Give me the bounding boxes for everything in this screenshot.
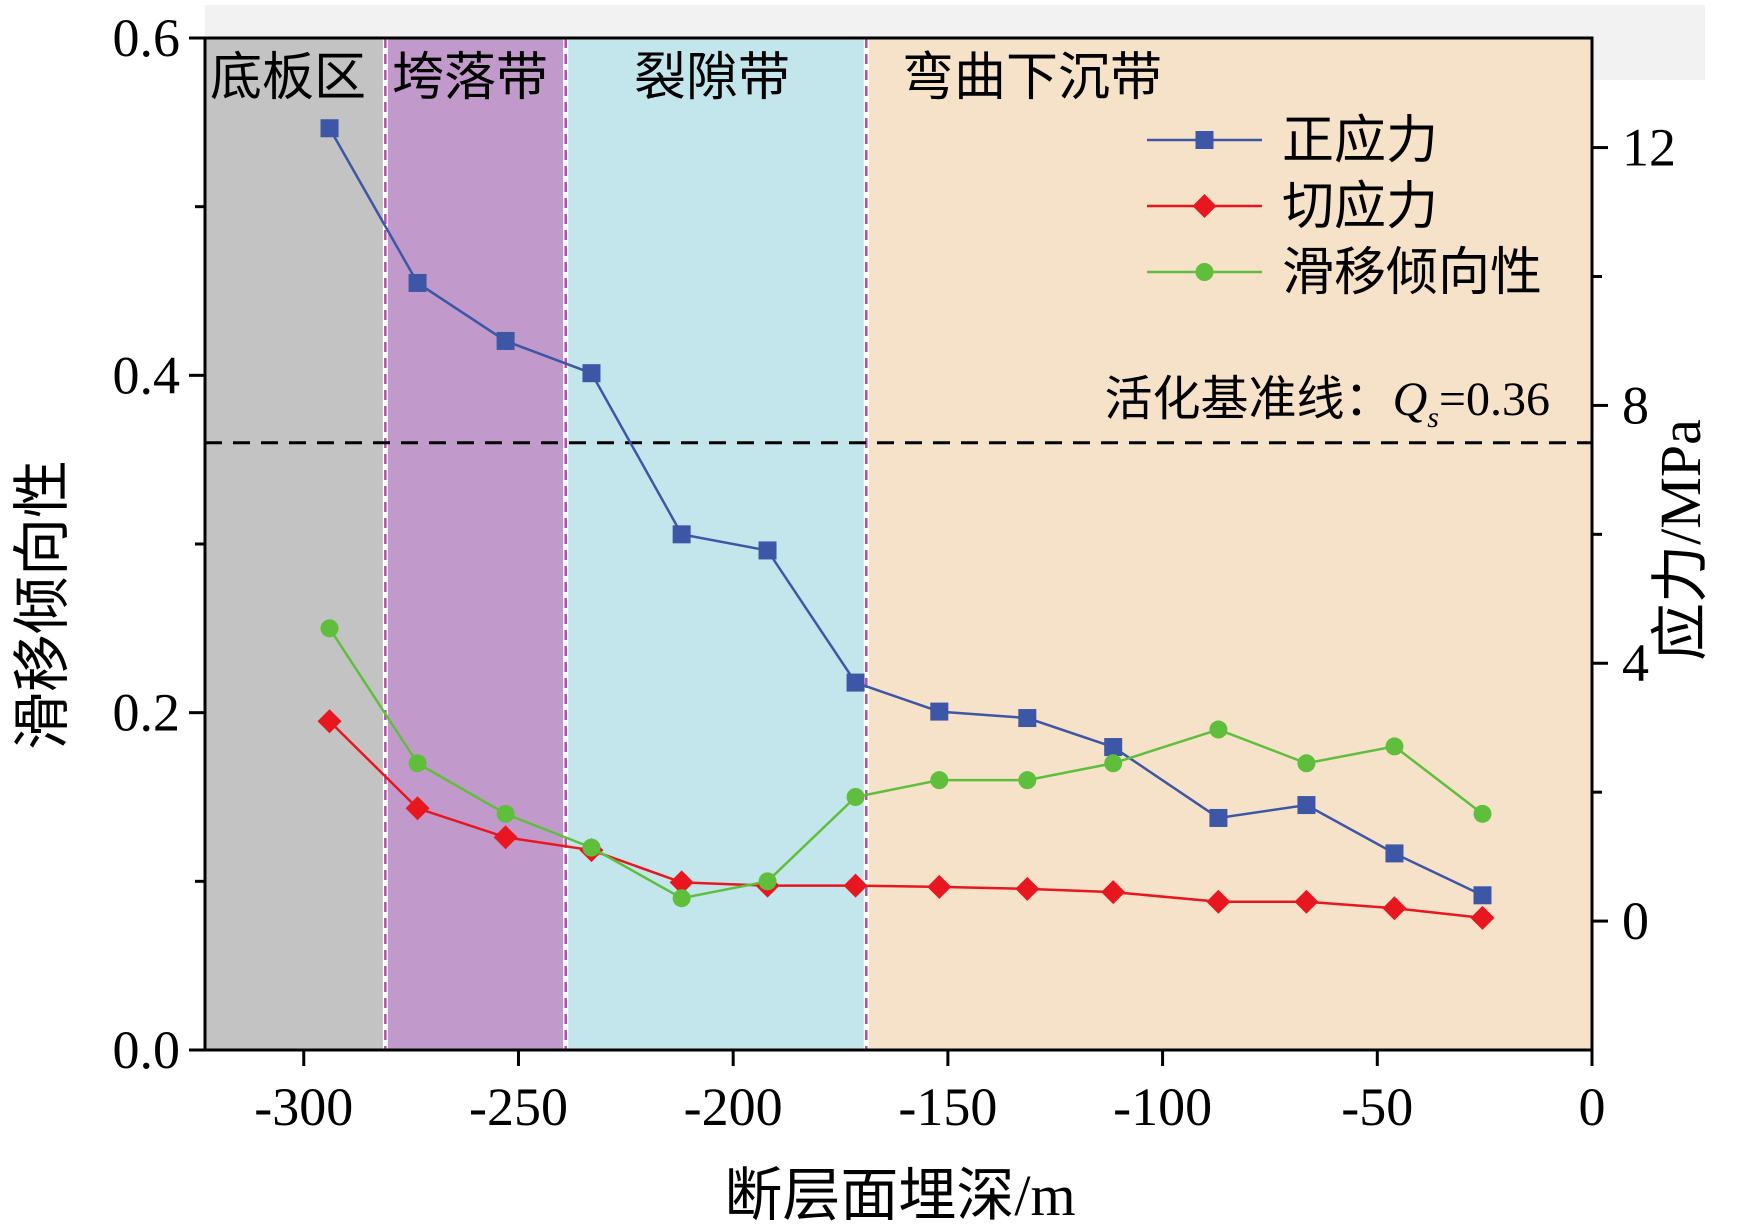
series-2-point-13 bbox=[1382, 896, 1407, 921]
zone-label-1: 底板区 bbox=[210, 50, 366, 107]
series-2-point-5 bbox=[669, 870, 694, 895]
right-tick-label-1: 0 bbox=[1622, 891, 1649, 951]
series-3-point-3 bbox=[496, 804, 515, 823]
series-2-point-8 bbox=[927, 874, 952, 899]
zone-label-2: 垮落带 bbox=[392, 50, 548, 107]
series-2-point-9 bbox=[1015, 876, 1040, 901]
series-3-point-14 bbox=[1473, 804, 1492, 823]
zone-label-3: 裂隙带 bbox=[634, 50, 790, 107]
zone-1 bbox=[205, 38, 386, 1050]
series-1-point-1 bbox=[320, 119, 339, 138]
series-1-point-3 bbox=[496, 331, 515, 350]
right-tick-label-3: 8 bbox=[1622, 375, 1649, 435]
reference-line-subscript: s bbox=[1427, 401, 1439, 434]
left-tick-label-1: 0.0 bbox=[113, 1020, 181, 1080]
right-tick-label-4: 12 bbox=[1622, 118, 1676, 178]
x-tick-label-6: -50 bbox=[1341, 1077, 1413, 1137]
series-3-point-4 bbox=[582, 838, 601, 857]
axes-layer: -300 -250 -200 -150 -100 -50 0 0.0 0.2 0.4 0.6 0 4 8 1… bbox=[113, 8, 1677, 1137]
zone-3 bbox=[565, 38, 867, 1050]
series-2-point-10 bbox=[1101, 880, 1126, 905]
series-2-point-2 bbox=[405, 796, 430, 821]
series-1-point-11 bbox=[1209, 808, 1228, 827]
series-3-point-5 bbox=[672, 889, 691, 908]
series-line-3 bbox=[328, 627, 1484, 900]
zones-layer: 底板区 垮落带 裂隙带 弯曲下沉带 bbox=[205, 5, 1705, 1050]
right-axis-title: 应力/MPa bbox=[1648, 419, 1713, 661]
svg-text:活化基准线：Qs=0.36: 活化基准线：Qs=0.36 bbox=[1105, 373, 1550, 434]
series-line-2 bbox=[328, 720, 1483, 920]
left-tick-label-4: 0.6 bbox=[113, 8, 181, 68]
series-line-1 bbox=[328, 127, 1484, 897]
series-1-point-8 bbox=[930, 702, 949, 721]
reference-line-value: =0.36 bbox=[1439, 373, 1550, 426]
series-2-point-14 bbox=[1470, 905, 1495, 930]
series-1-point-12 bbox=[1297, 796, 1316, 815]
series-1-point-4 bbox=[582, 364, 601, 383]
series-2-point-11 bbox=[1206, 889, 1231, 914]
x-tick-label-7: 0 bbox=[1579, 1077, 1606, 1137]
series-3-point-6 bbox=[758, 872, 777, 891]
left-tick-label-3: 0.4 bbox=[113, 345, 181, 405]
series-2-point-7 bbox=[843, 873, 868, 898]
series-2-point-1 bbox=[317, 709, 342, 734]
series-3-point-9 bbox=[1018, 771, 1037, 790]
series-3-point-8 bbox=[930, 771, 949, 790]
x-axis-title: 断层面埋深/m bbox=[724, 1163, 1075, 1228]
legend-label-2: 切应力 bbox=[1282, 179, 1438, 236]
series-3-point-7 bbox=[846, 788, 865, 806]
series-1-point-14 bbox=[1473, 886, 1492, 905]
series-2-point-3 bbox=[493, 825, 518, 850]
legend-label-3: 滑移倾向性 bbox=[1282, 245, 1542, 302]
x-tick-label-5: -100 bbox=[1113, 1077, 1212, 1137]
legend-marker-2 bbox=[1192, 194, 1217, 218]
series-3-point-11 bbox=[1209, 720, 1228, 739]
series-1-point-10 bbox=[1104, 738, 1123, 757]
series-3-point-1 bbox=[320, 619, 339, 638]
legend-label-1: 正应力 bbox=[1282, 113, 1438, 170]
x-tick-label-2: -250 bbox=[469, 1077, 568, 1137]
x-tick-label-4: -150 bbox=[898, 1077, 997, 1137]
series-3-point-10 bbox=[1104, 754, 1123, 773]
right-tick-label-2: 4 bbox=[1622, 633, 1649, 693]
zone-2 bbox=[385, 38, 566, 1050]
series-1-point-5 bbox=[672, 525, 691, 544]
zone-label-4: 弯曲下沉带 bbox=[902, 49, 1162, 107]
legend-marker-1 bbox=[1195, 131, 1214, 149]
series-layer bbox=[317, 119, 1495, 930]
reference-line-label-text: 活化基准线： bbox=[1105, 373, 1393, 426]
series-3-point-13 bbox=[1385, 737, 1404, 756]
reference-line-symbol: Q bbox=[1393, 373, 1428, 426]
series-1-point-2 bbox=[408, 273, 427, 292]
series-2-point-12 bbox=[1294, 889, 1319, 914]
left-tick-label-2: 0.2 bbox=[113, 683, 181, 743]
series-3-point-2 bbox=[408, 754, 427, 773]
reference-line-label: 活化基准线：Qs=0.36 bbox=[1105, 373, 1550, 434]
left-axis-title: 滑移倾向性 bbox=[10, 460, 75, 750]
series-1-point-13 bbox=[1385, 844, 1404, 863]
x-tick-label-3: -200 bbox=[684, 1077, 783, 1137]
legend-marker-3 bbox=[1195, 263, 1214, 281]
series-1-point-9 bbox=[1018, 709, 1037, 728]
series-3-point-12 bbox=[1297, 754, 1316, 773]
series-1-point-7 bbox=[846, 673, 865, 692]
series-1-point-6 bbox=[758, 541, 777, 560]
x-tick-label-1: -300 bbox=[254, 1077, 353, 1137]
